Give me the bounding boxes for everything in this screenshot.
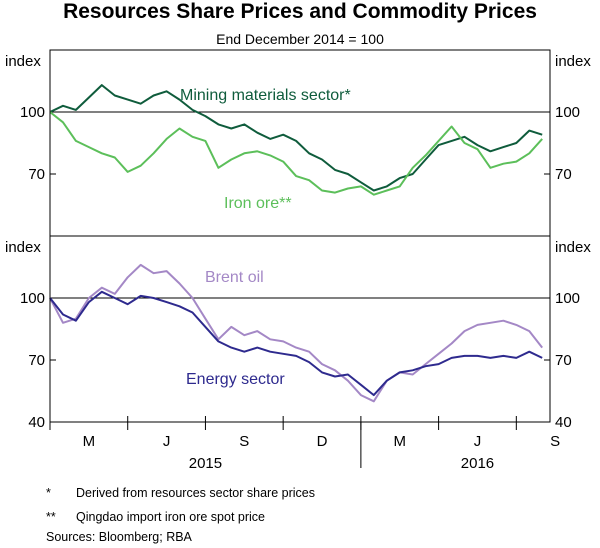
x-month-label: M: [83, 433, 96, 450]
series-label-brent-oil: Brent oil: [205, 269, 264, 286]
x-month-label: J: [474, 433, 482, 450]
y-tick-label-left: 100: [20, 290, 45, 307]
axis-unit-label-right: index: [555, 53, 591, 70]
axis-unit-label-left: index: [5, 239, 41, 256]
footnote-text: Qingdao import iron ore spot price: [76, 510, 265, 524]
axis-unit-label-left: index: [5, 53, 41, 70]
series-label-energy-sector: Energy sector: [186, 371, 285, 388]
y-tick-label-left: 70: [28, 166, 45, 183]
y-tick-label-left: 100: [20, 104, 45, 121]
chart-subtitle: End December 2014 = 100: [216, 31, 384, 47]
y-tick-label-right: 40: [555, 414, 572, 431]
series-label-mining-materials-sector: Mining materials sector*: [180, 87, 351, 104]
x-year-label: 2015: [189, 455, 222, 472]
x-year-label: 2016: [461, 455, 494, 472]
chart-title: Resources Share Prices and Commodity Pri…: [63, 0, 537, 23]
x-month-label: J: [163, 433, 171, 450]
footnote-mark: **: [46, 510, 56, 524]
y-tick-label-right: 70: [555, 166, 572, 183]
footnote-mark: *: [46, 486, 51, 500]
footnote-iron: ** Qingdao import iron ore spot price: [46, 510, 265, 524]
footnote-mining: * Derived from resources sector share pri…: [46, 486, 315, 500]
y-tick-label-right: 70: [555, 352, 572, 369]
x-month-label: M: [393, 433, 406, 450]
x-month-label: S: [550, 433, 560, 450]
y-tick-label-right: 100: [555, 104, 580, 121]
x-month-label: S: [239, 433, 249, 450]
series-line-brent-oil: [49, 263, 543, 403]
sources-note: Sources: Bloomberg; RBA: [46, 530, 192, 544]
series-line-energy-sector: [49, 290, 543, 397]
axis-unit-label-right: index: [555, 239, 591, 256]
series-label-iron-ore: Iron ore**: [224, 195, 292, 212]
footnote-text: Derived from resources sector share pric…: [76, 486, 315, 500]
y-tick-label-left: 40: [28, 414, 45, 431]
series-line-iron-ore: [49, 111, 543, 196]
y-tick-label-left: 70: [28, 352, 45, 369]
y-tick-label-right: 100: [555, 290, 580, 307]
x-month-label: D: [317, 433, 328, 450]
